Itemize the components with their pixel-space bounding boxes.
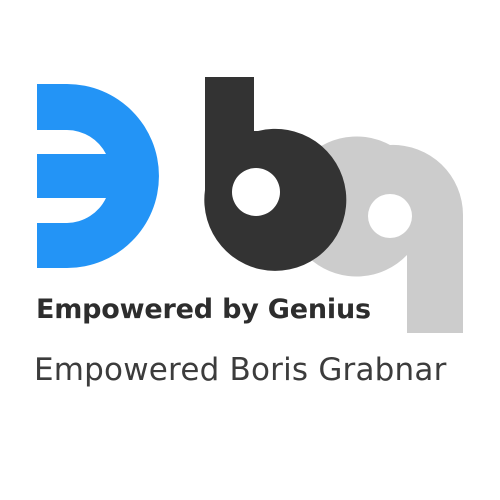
e-letter-shape bbox=[37, 84, 159, 268]
tagline-text: Empowered by Genius bbox=[36, 294, 371, 325]
b-letter-shape bbox=[204, 77, 347, 271]
logo-letter-e bbox=[37, 84, 159, 268]
logo-letter-b bbox=[204, 77, 347, 271]
subtitle-text: Empowered Boris Grabnar bbox=[34, 352, 447, 388]
